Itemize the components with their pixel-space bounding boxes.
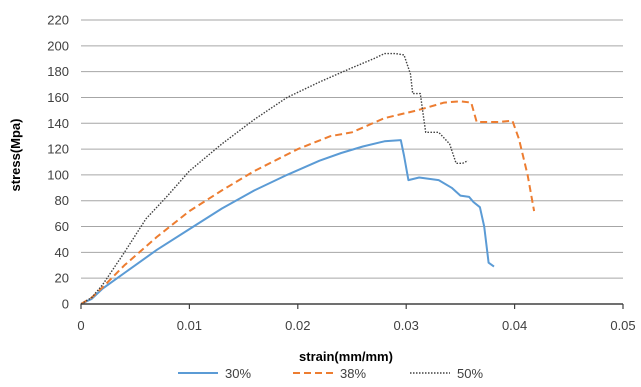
y-tick-label: 100 (47, 167, 69, 182)
y-tick-label: 120 (47, 142, 69, 157)
y-tick-label: 140 (47, 116, 69, 131)
series-line-30pct (80, 139, 495, 305)
y-tick-label: 20 (55, 271, 69, 286)
series-line-38pct (80, 100, 536, 305)
x-axis-title: strain(mm/mm) (299, 349, 393, 364)
x-tick-label: 0.05 (610, 318, 635, 333)
legend-label: 50% (457, 366, 483, 381)
axes (80, 303, 624, 309)
y-tick-label: 40 (55, 245, 69, 260)
x-tick-label: 0.01 (177, 318, 202, 333)
y-tick-label: 160 (47, 90, 69, 105)
y-tick-label: 60 (55, 219, 69, 234)
legend-label: 38% (340, 366, 366, 381)
y-tick-label: 180 (47, 64, 69, 79)
y-tick-labels: 0 20 40 60 80 100 120 140 160 180 200 220 (47, 13, 69, 312)
series-line-50pct (80, 52, 469, 305)
legend: 30% 38% 50% (178, 366, 483, 381)
y-tick-label: 200 (47, 38, 69, 53)
x-tick-label: 0.02 (285, 318, 310, 333)
x-tick-label: 0 (77, 318, 84, 333)
y-tick-label: 0 (62, 297, 69, 312)
legend-label: 30% (225, 366, 251, 381)
x-tick-label: 0.04 (502, 318, 527, 333)
y-tick-label: 220 (47, 13, 69, 28)
series-layer (80, 52, 536, 305)
x-tick-label: 0.03 (394, 318, 419, 333)
x-tick-labels: 0 0.01 0.02 0.03 0.04 0.05 (77, 318, 635, 333)
y-axis-title: stress(Mpa) (8, 119, 23, 192)
y-tick-label: 80 (55, 193, 69, 208)
